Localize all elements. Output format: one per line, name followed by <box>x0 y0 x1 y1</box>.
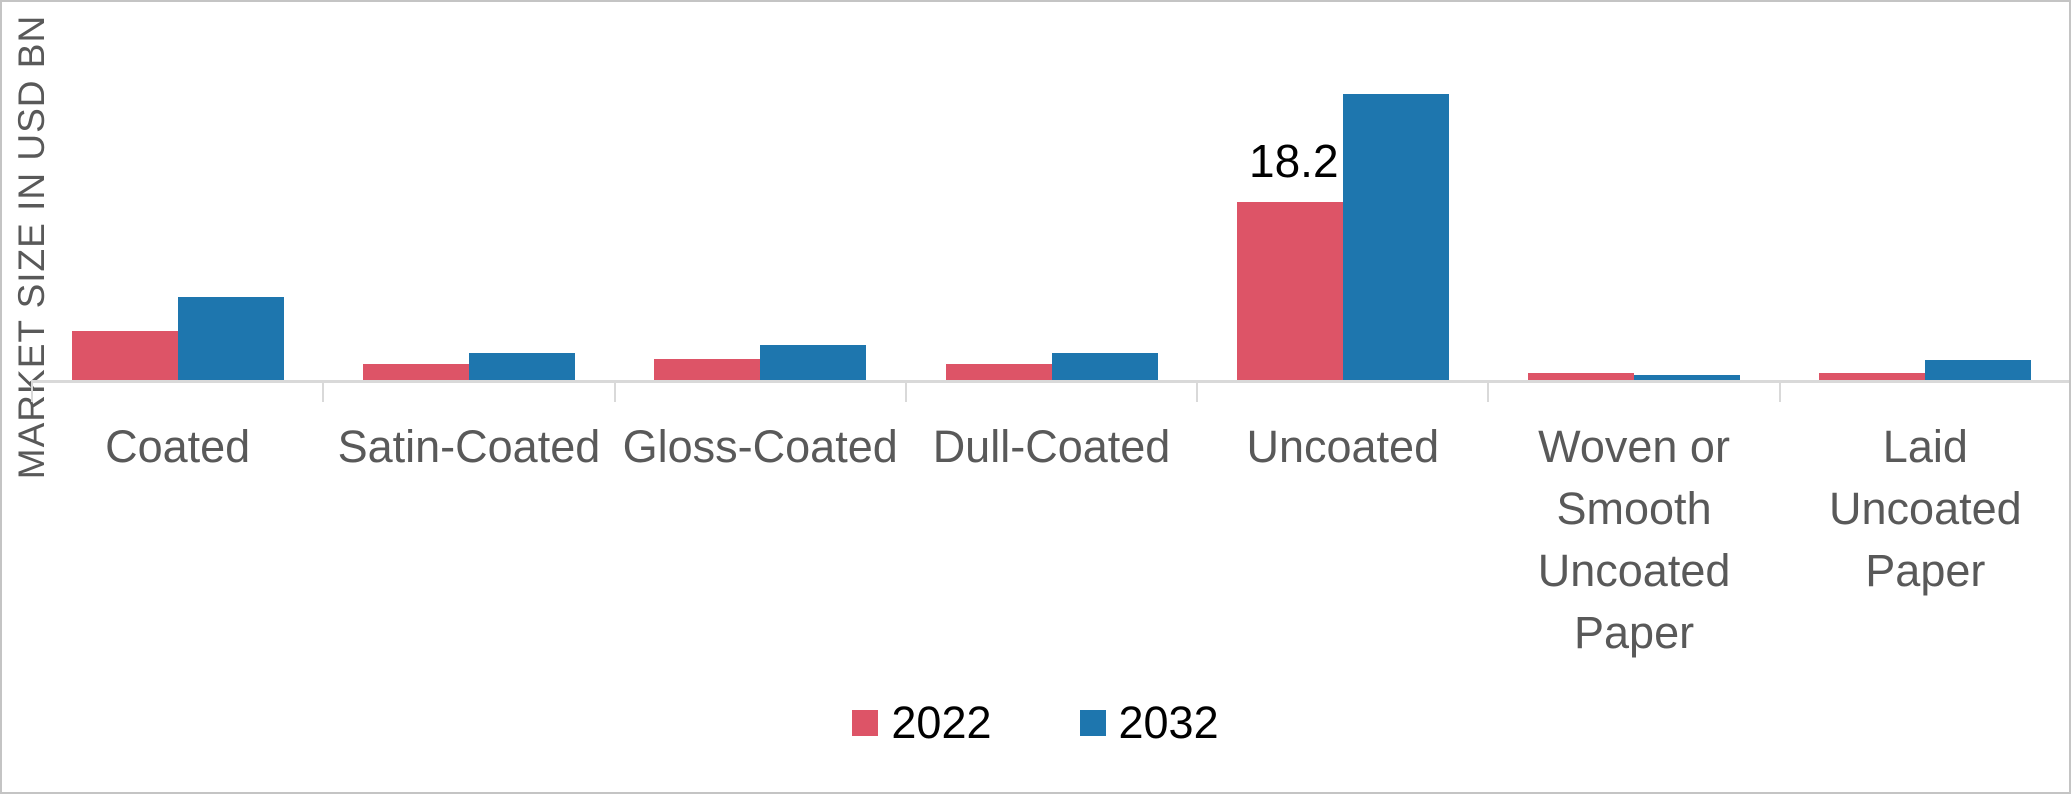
bar-2032-uncoated <box>1342 94 1449 380</box>
x-axis-label-woven-or-smooth-uncoated-paper: Woven or Smooth Uncoated Paper <box>1538 416 1731 664</box>
bar-2032-coated <box>177 297 284 380</box>
x-axis-label-line: Satin-Coated <box>337 421 601 472</box>
legend-item-2032: 2032 <box>1079 697 1219 748</box>
legend-label-2032: 2032 <box>1118 697 1219 748</box>
bar-2032-satin-coated <box>468 353 575 380</box>
x-axis-label-line: Uncoated <box>1537 545 1731 596</box>
legend-swatch-2022 <box>852 709 879 736</box>
x-axis-line <box>32 380 2069 383</box>
x-axis-label-line: Laid <box>1882 421 1968 472</box>
x-axis-label-line: Paper <box>1574 607 1695 658</box>
bar-2032-woven-or-smooth-uncoated-paper <box>1634 375 1741 380</box>
bar-value-label: 18.2 <box>1249 135 1339 187</box>
bar-2032-gloss-coated <box>760 345 867 380</box>
x-axis-tick <box>1778 380 1781 402</box>
x-axis-tick <box>322 380 325 402</box>
x-axis-label-line: Paper <box>1865 545 1986 596</box>
x-axis-label-line: Smooth <box>1556 483 1712 534</box>
x-axis-tick <box>613 380 616 402</box>
x-axis-label-coated: Coated <box>105 416 250 478</box>
bar-2032-laid-uncoated-paper <box>1925 360 2032 380</box>
bar-2022-coated <box>71 331 178 380</box>
y-axis-title: MARKET SIZE IN USD BN <box>11 14 52 480</box>
x-axis-label-gloss-coated: Gloss-Coated <box>623 416 898 478</box>
x-axis-tick <box>904 380 907 402</box>
bar-2022-gloss-coated <box>654 359 761 380</box>
x-axis-tick <box>31 380 33 402</box>
legend: 2022 2032 <box>2 700 2069 745</box>
x-axis-label-line: Gloss-Coated <box>622 421 898 472</box>
x-axis-tick <box>1196 380 1199 402</box>
x-axis-label-line: Coated <box>105 421 251 472</box>
bar-2022-dull-coated <box>945 364 1052 380</box>
bar-2022-laid-uncoated-paper <box>1819 373 1926 380</box>
bar-2022-uncoated <box>1236 202 1343 380</box>
x-axis-label-satin-coated: Satin-Coated <box>338 416 601 478</box>
x-axis-label-line: Uncoated <box>1829 483 2022 534</box>
x-axis-label-dull-coated: Dull-Coated <box>933 416 1171 478</box>
x-axis-label-line: Uncoated <box>1246 421 1440 472</box>
x-axis-label-line: Woven or <box>1538 421 1730 472</box>
x-axis-label-uncoated: Uncoated <box>1246 416 1439 478</box>
bar-2032-dull-coated <box>1051 353 1158 380</box>
legend-label-2022: 2022 <box>891 697 992 748</box>
bar-2022-woven-or-smooth-uncoated-paper <box>1528 373 1635 380</box>
x-axis-tick <box>1487 380 1490 402</box>
bar-2022-satin-coated <box>362 364 469 380</box>
legend-swatch-2032 <box>1079 709 1106 736</box>
legend-item-2022: 2022 <box>852 697 992 748</box>
x-axis-label-line: Dull-Coated <box>932 421 1171 472</box>
x-axis-label-laid-uncoated-paper: Laid Uncoated Paper <box>1829 416 2022 602</box>
